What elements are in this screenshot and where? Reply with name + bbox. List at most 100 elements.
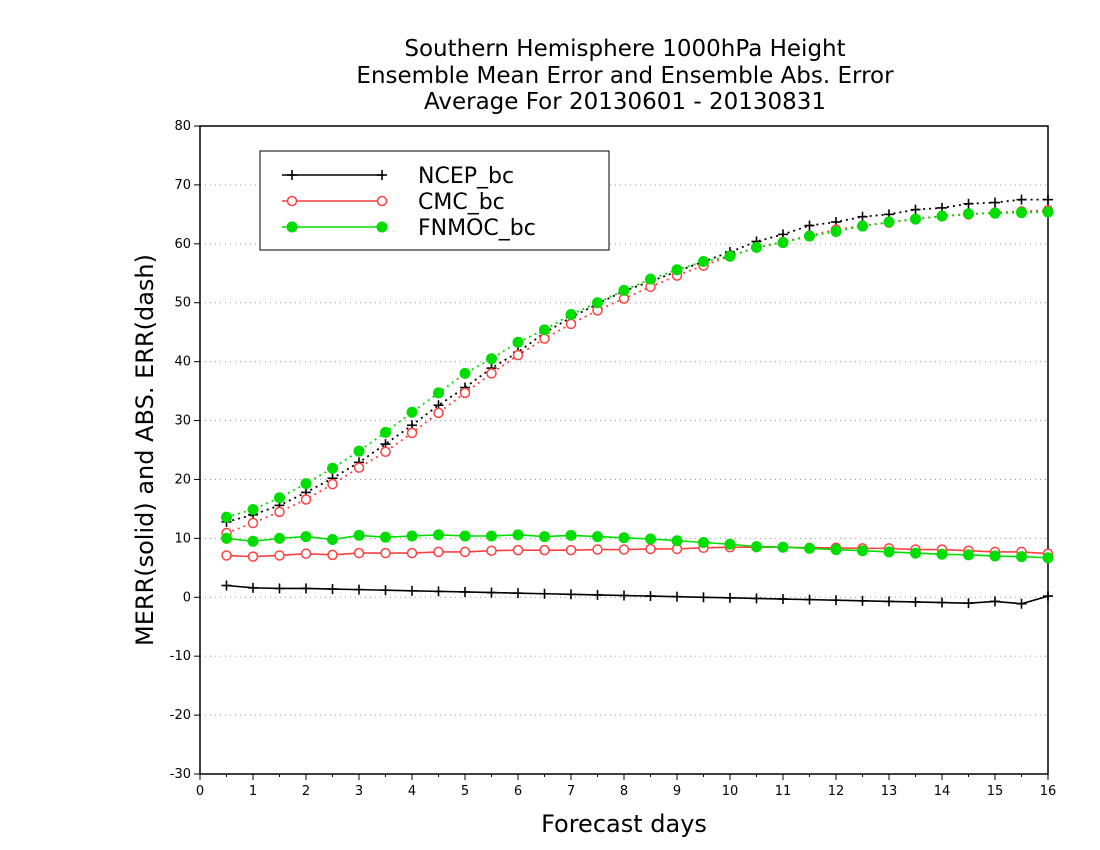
merr-point-FNMOC_bc bbox=[963, 549, 974, 561]
merr-point-FNMOC_bc bbox=[910, 547, 921, 559]
abs-err-line-CMC_bc bbox=[226, 209, 1049, 534]
merr-point-FNMOC_bc bbox=[936, 548, 948, 560]
legend-marker-FNMOC_bc bbox=[286, 221, 298, 233]
merr-point-FNMOC_bc bbox=[1042, 552, 1054, 564]
y-tick-label: 0 bbox=[183, 590, 191, 605]
abs-err-point-FNMOC_bc bbox=[698, 255, 709, 267]
merr-point-FNMOC_bc bbox=[459, 530, 471, 542]
merr-point-NCEP_bc bbox=[990, 596, 1000, 607]
merr-point-NCEP_bc bbox=[407, 585, 417, 596]
chart-title: Southern Hemisphere 1000hPa Height bbox=[404, 36, 846, 62]
x-tick-label: 12 bbox=[828, 784, 845, 799]
y-tick-label: 50 bbox=[174, 296, 191, 311]
abs-err-point-FNMOC_bc bbox=[512, 336, 524, 348]
abs-err-point-CMC_bc bbox=[353, 462, 365, 473]
merr-point-FNMOC_bc bbox=[671, 535, 683, 547]
chart-period: Average For 20130601 - 20130831 bbox=[423, 89, 827, 115]
merr-point-FNMOC_bc bbox=[274, 532, 285, 544]
merr-point-CMC_bc bbox=[353, 547, 365, 559]
x-tick-label: 9 bbox=[673, 784, 681, 799]
abs-err-point-CMC_bc bbox=[459, 387, 471, 399]
abs-err-point-FNMOC_bc bbox=[247, 503, 259, 515]
merr-point-NCEP_bc bbox=[619, 590, 629, 601]
abs-err-point-CMC_bc bbox=[433, 407, 444, 419]
merr-point-CMC_bc bbox=[459, 546, 471, 558]
merr-point-FNMOC_bc bbox=[221, 532, 232, 544]
abs-err-line-NCEP_bc bbox=[226, 198, 1048, 523]
merr-point-FNMOC_bc bbox=[830, 544, 842, 556]
x-tick-label: 4 bbox=[408, 784, 416, 799]
abs-err-point-CMC_bc bbox=[247, 517, 259, 529]
merr-point-FNMOC_bc bbox=[618, 532, 630, 544]
merr-point-NCEP_bc bbox=[354, 584, 364, 595]
merr-point-FNMOC_bc bbox=[565, 529, 577, 541]
merr-line-NCEP_bc bbox=[226, 584, 1049, 605]
y-tick-label: 10 bbox=[174, 531, 191, 546]
x-axis-label: Forecast days bbox=[541, 810, 707, 838]
x-tick-label: 8 bbox=[620, 784, 628, 799]
merr-point-CMC_bc bbox=[539, 544, 550, 556]
merr-point-NCEP_bc bbox=[804, 594, 815, 605]
abs-err-point-FNMOC_bc bbox=[804, 230, 815, 242]
abs-err-point-NCEP_bc bbox=[990, 197, 1000, 208]
merr-point-CMC_bc bbox=[327, 549, 338, 561]
merr-point-NCEP_bc bbox=[857, 595, 868, 606]
merr-point-NCEP_bc bbox=[884, 596, 894, 607]
x-tick-label: 15 bbox=[987, 784, 1004, 799]
abs-err-point-FNMOC_bc bbox=[353, 445, 365, 457]
merr-point-NCEP_bc bbox=[1043, 591, 1053, 602]
abs-err-point-FNMOC_bc bbox=[751, 241, 762, 253]
merr-point-CMC_bc bbox=[221, 550, 232, 561]
merr-point-CMC_bc bbox=[512, 544, 524, 556]
merr-point-FNMOC_bc bbox=[380, 531, 391, 543]
merr-point-NCEP_bc bbox=[963, 598, 974, 609]
abs-err-point-FNMOC_bc bbox=[936, 210, 948, 222]
abs-err-point-FNMOC_bc bbox=[459, 367, 471, 379]
merr-point-NCEP_bc bbox=[831, 595, 841, 606]
abs-err-point-CMC_bc bbox=[486, 368, 497, 379]
abs-err-point-FNMOC_bc bbox=[1042, 206, 1054, 218]
abs-err-point-FNMOC_bc bbox=[618, 284, 630, 296]
merr-point-NCEP_bc bbox=[221, 580, 232, 591]
abs-err-point-FNMOC_bc bbox=[274, 492, 285, 504]
merr-point-FNMOC_bc bbox=[300, 531, 312, 543]
merr-point-FNMOC_bc bbox=[857, 545, 868, 557]
merr-point-FNMOC_bc bbox=[989, 550, 1001, 562]
legend-label-FNMOC_bc: FNMOC_bc bbox=[418, 216, 536, 241]
x-tick-label: 13 bbox=[881, 784, 898, 799]
abs-err-line-FNMOC_bc bbox=[226, 211, 1049, 519]
abs-err-point-NCEP_bc bbox=[910, 204, 921, 215]
abs-err-point-NCEP_bc bbox=[1016, 194, 1027, 205]
x-tick-label: 2 bbox=[302, 784, 310, 799]
legend-marker-NCEP_bc bbox=[377, 170, 387, 180]
merr-point-FNMOC_bc bbox=[804, 542, 815, 554]
merr-point-NCEP_bc bbox=[301, 583, 311, 594]
abs-err-point-FNMOC_bc bbox=[724, 250, 736, 262]
abs-err-point-CMC_bc bbox=[565, 318, 577, 330]
abs-err-point-FNMOC_bc bbox=[777, 237, 789, 249]
y-axis-label: MERR(solid) and ABS. ERR(dash) bbox=[131, 254, 159, 646]
y-tick-label: -30 bbox=[170, 767, 191, 782]
legend-marker-FNMOC_bc bbox=[376, 221, 388, 233]
x-tick-label: 7 bbox=[567, 784, 575, 799]
grid-lines bbox=[200, 184, 1048, 716]
merr-point-NCEP_bc bbox=[937, 597, 947, 608]
merr-line-CMC_bc bbox=[226, 546, 1049, 558]
merr-point-FNMOC_bc bbox=[724, 538, 736, 550]
abs-err-point-FNMOC_bc bbox=[406, 406, 418, 418]
merr-point-FNMOC_bc bbox=[1016, 551, 1027, 563]
abs-err-point-CMC_bc bbox=[380, 446, 391, 458]
x-tick-label: 0 bbox=[196, 784, 204, 799]
merr-point-NCEP_bc bbox=[672, 591, 682, 602]
abs-err-point-NCEP_bc bbox=[804, 220, 815, 231]
abs-err-point-FNMOC_bc bbox=[433, 387, 444, 399]
abs-err-point-CMC_bc bbox=[406, 427, 418, 439]
abs-err-point-CMC_bc bbox=[539, 333, 550, 344]
merr-point-CMC_bc bbox=[274, 550, 285, 561]
y-tick-label: -10 bbox=[170, 649, 191, 664]
x-tick-label: 1 bbox=[249, 784, 257, 799]
merr-point-FNMOC_bc bbox=[698, 536, 709, 548]
